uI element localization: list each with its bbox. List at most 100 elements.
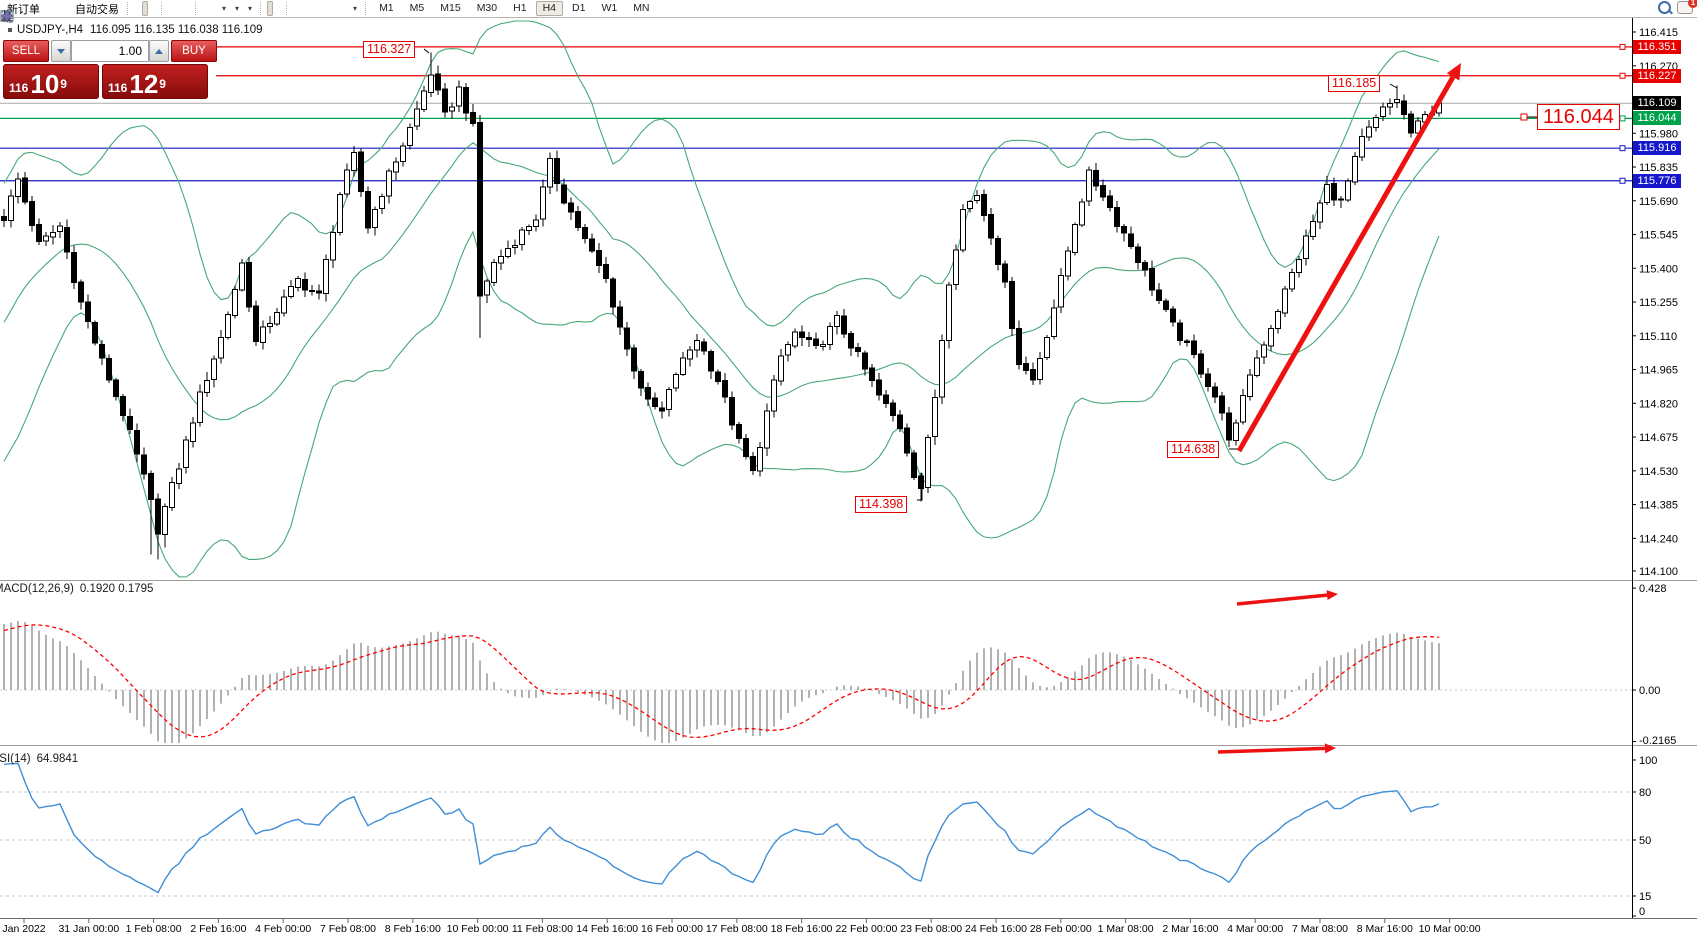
trend-arrow-head[interactable] (1326, 590, 1338, 601)
fibonacci-tool-button[interactable]: F (1, 1, 331, 23)
buy-price-tile[interactable]: 116 12 9 (102, 64, 208, 99)
trend-arrows[interactable] (1217, 63, 1461, 754)
period-menu-button[interactable]: ▾ (0, 1, 242, 22)
hline-handle[interactable] (1619, 43, 1626, 50)
cursor-button[interactable] (4, 1, 274, 22)
candle-body (1212, 386, 1218, 398)
candle-body (1058, 275, 1064, 308)
dropdown-caret-icon[interactable]: ▾ (222, 4, 227, 13)
candle-body (1247, 374, 1253, 397)
candle-body (239, 262, 245, 291)
sell-button[interactable]: SELL (3, 40, 49, 62)
trend-arrow-head[interactable] (1446, 63, 1461, 81)
candle-body (1114, 207, 1120, 227)
label-tool-button[interactable]: T (1, 1, 347, 22)
timeframe-d1-button[interactable]: D1 (572, 2, 586, 14)
trend-arrow-head[interactable] (1324, 743, 1336, 754)
candle-body (1135, 246, 1141, 264)
candle-body (337, 193, 343, 234)
candle-body (848, 332, 854, 349)
candle-chart-button[interactable] (2, 1, 148, 22)
price-axis[interactable]: 116.415116.270116.125115.980115.835115.6… (1632, 27, 1678, 578)
candle-body (8, 195, 14, 222)
objects-add-button[interactable]: +▾ (1, 1, 229, 22)
timeframe-h4-button[interactable]: H4 (535, 1, 563, 16)
shapes-tool-button[interactable]: ▾ (0, 1, 360, 23)
time-tick-label: 16 Feb 00:00 (641, 923, 703, 935)
horizontal-level-lines[interactable] (0, 43, 1632, 184)
crosshair-button[interactable] (1, 1, 281, 22)
rsi-axis-label: 100 (1639, 755, 1657, 767)
trend-arrow-shaft[interactable] (1236, 593, 1328, 606)
hline-handle[interactable] (1619, 72, 1626, 79)
timeframe-h1-button[interactable]: H1 (513, 2, 527, 14)
axis-tick-label: 114.385 (1639, 500, 1678, 512)
tile-windows-button[interactable] (1, 1, 190, 22)
axis-tick-label: 114.100 (1639, 566, 1678, 578)
timeframe-mn-button[interactable]: MN (633, 2, 650, 14)
navigator-button[interactable] (1, 1, 67, 22)
candle-body (1121, 226, 1127, 234)
channel-tool-button[interactable]: E (0, 1, 323, 23)
chart-canvas[interactable]: 116.415116.270116.125115.980115.835115.6… (0, 17, 1697, 936)
chart-bullet-icon (8, 27, 12, 32)
hline-handle[interactable] (1619, 145, 1626, 152)
candle-body (1366, 126, 1372, 138)
price-annotation-114.398[interactable]: 114.398 (855, 496, 908, 513)
timeframe-m5-button[interactable]: M5 (409, 2, 425, 14)
data-window-button[interactable] (0, 1, 59, 21)
label-pointer (1389, 83, 1398, 89)
time-tick-label: 8 Feb 16:00 (385, 923, 441, 935)
bar-chart-button[interactable] (2, 1, 140, 22)
candle-body (897, 414, 903, 430)
axis-tick-label: 115.835 (1639, 162, 1678, 174)
rsi-axis-label: 0 (1639, 906, 1645, 918)
hline-handle[interactable] (1619, 115, 1626, 122)
time-axis[interactable]: Jan 2022 31 Jan 00:00 1 Feb 08:00 2 Feb 16:… (2, 919, 1481, 935)
candle-body (736, 423, 742, 440)
candle-body (1240, 394, 1246, 423)
sell-price-tile[interactable]: 116 10 9 (3, 64, 99, 99)
notifications-icon[interactable]: 1 (1677, 0, 1697, 14)
candle-body (372, 208, 378, 229)
hline-handle[interactable] (1619, 177, 1626, 184)
candle-body (1324, 183, 1330, 204)
trend-arrow-shaft[interactable] (1217, 746, 1326, 754)
auto-trading-button[interactable]: 自动交易 (1, 1, 122, 21)
candle-body (1072, 224, 1078, 254)
trend-arrow-shaft[interactable] (1236, 75, 1456, 453)
dropdown-caret-icon[interactable]: ▾ (353, 4, 358, 13)
template-menu-button[interactable]: ▾ (0, 1, 255, 21)
candle-body (379, 196, 385, 209)
price-annotation-116.185[interactable]: 116.185 (1328, 75, 1381, 92)
volume-input[interactable]: 1.00 (71, 40, 149, 62)
line-chart-button[interactable] (0, 1, 156, 20)
candle-body (666, 388, 672, 411)
zoom-out-button[interactable] (1, 1, 182, 22)
price-annotation-116.327[interactable]: 116.327 (363, 41, 416, 58)
label-handle[interactable] (1520, 113, 1528, 121)
indicator-list-button[interactable] (1, 1, 208, 21)
trendline-tool-button[interactable] (1, 1, 315, 22)
timeframe-w1-button[interactable]: W1 (601, 2, 618, 14)
timeframe-m15-button[interactable]: M15 (440, 2, 461, 14)
vertical-line-tool-button[interactable] (4, 1, 299, 22)
timeframe-m30-button[interactable]: M30 (476, 2, 498, 14)
volume-increase-button[interactable] (149, 40, 169, 62)
candle-body (414, 108, 420, 127)
horizontal-line-tool-button[interactable] (1, 1, 307, 18)
buy-button[interactable]: BUY (171, 40, 217, 62)
zoom-in-button[interactable] (1, 1, 174, 22)
dropdown-caret-icon[interactable]: ▾ (248, 4, 253, 13)
volume-decrease-button[interactable] (51, 40, 71, 62)
candle-body (1002, 263, 1008, 283)
market-watch-button[interactable] (0, 1, 51, 22)
price-annotation-116.044[interactable]: 116.044 (1537, 104, 1620, 130)
timeframe-m1-button[interactable]: M1 (379, 2, 394, 14)
rsi-line (3, 762, 1440, 894)
indicator-add-button[interactable]: + (1, 1, 216, 21)
text-tool-button[interactable]: A (3, 1, 339, 23)
price-annotation-114.638[interactable]: 114.638 (1167, 441, 1220, 458)
search-icon[interactable] (1658, 1, 1671, 14)
dropdown-caret-icon[interactable]: ▾ (235, 4, 240, 13)
